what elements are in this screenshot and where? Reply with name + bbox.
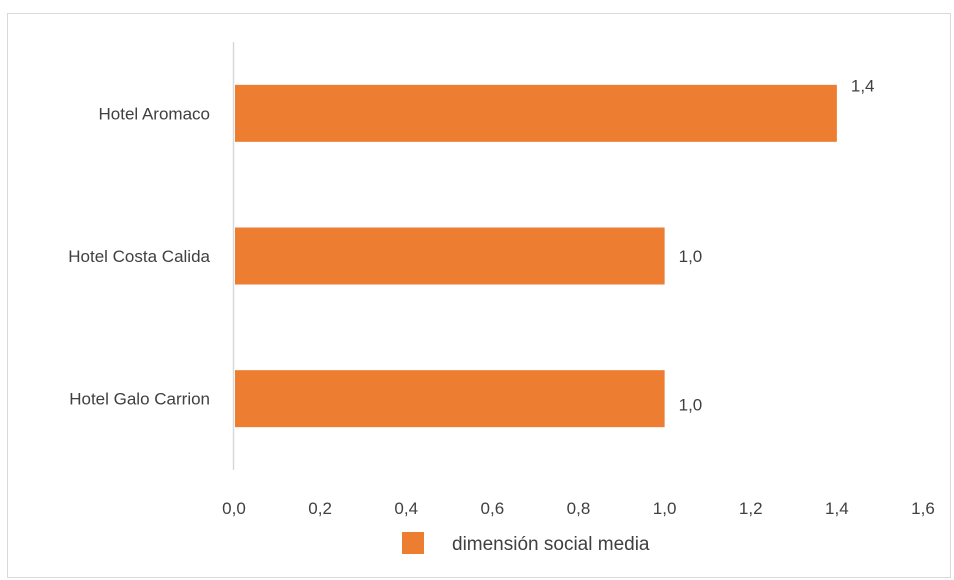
legend-swatch: [402, 532, 424, 554]
x-tick-label: 0,8: [567, 499, 591, 518]
bar-hotel-aromaco: [235, 84, 837, 142]
x-tick-label: 1,4: [825, 499, 849, 518]
category-label-hotel-galo-carrion: Hotel Galo Carrion: [69, 390, 210, 409]
x-tick-label: 1,0: [653, 499, 677, 518]
x-tick-label: 0,0: [222, 499, 246, 518]
category-label-hotel-aromaco: Hotel Aromaco: [99, 104, 211, 123]
bars-layer: [235, 84, 837, 428]
bar-hotel-galo-carrion: [235, 370, 665, 428]
category-label-hotel-costa-calida: Hotel Costa Calida: [68, 247, 210, 266]
data-labels: 1,4 1,0 1,0: [679, 76, 875, 414]
category-labels: Hotel Aromaco Hotel Costa Calida Hotel Gal…: [68, 104, 210, 408]
x-tick-label: 1,6: [911, 499, 935, 518]
data-label-hotel-aromaco: 1,4: [851, 76, 875, 95]
x-tick-label: 0,6: [481, 499, 505, 518]
chart-frame: [7, 13, 951, 578]
data-label-hotel-costa-calida: 1,0: [679, 247, 703, 266]
x-axis-tick-labels: 0,0 0,2 0,4 0,6 0,8 1,0 1,2 1,4 1,6: [222, 499, 935, 518]
x-tick-label: 0,2: [308, 499, 332, 518]
bar-hotel-costa-calida: [235, 227, 665, 285]
data-label-hotel-galo-carrion: 1,0: [679, 396, 703, 415]
legend: dimensión social media: [402, 532, 650, 555]
x-tick-label: 1,2: [739, 499, 763, 518]
x-tick-label: 0,4: [394, 499, 418, 518]
legend-label: dimensión social media: [452, 534, 650, 555]
